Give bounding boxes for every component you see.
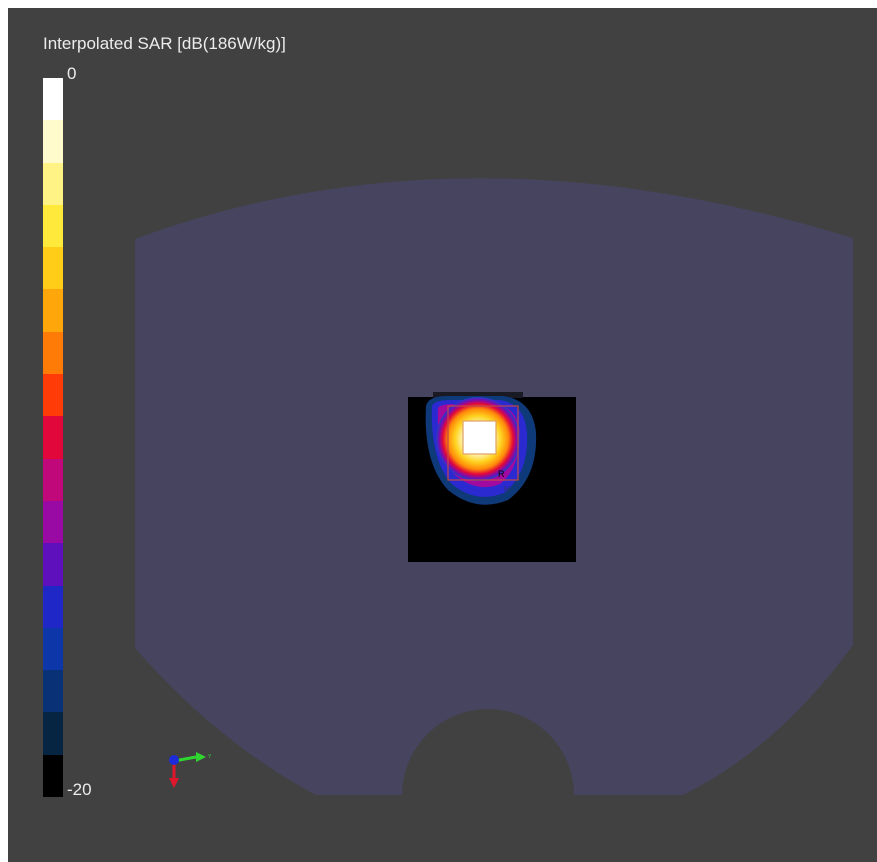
hotspot-label-upper: R [498,469,505,479]
legend-color-step [43,543,63,586]
legend-color-step [43,78,63,121]
hotspot-core [462,420,497,455]
legend-color-step [43,670,63,713]
legend-color-step [43,627,63,671]
legend-color-step [43,247,63,290]
axes-triad-icon[interactable]: Y [164,746,214,796]
hotspot-label-lower: H [504,485,510,494]
legend-color-step [43,162,63,205]
legend-min-label: -20 [67,780,92,799]
legend-colorbar [43,78,63,798]
legend-title: Interpolated SAR [dB(186W/kg)] [43,34,286,53]
legend-color-step [43,289,63,332]
device-outline [447,405,519,481]
legend-color-step [43,204,63,248]
legend-color-step [43,712,63,755]
legend-color-step [43,374,63,417]
legend-color-step [43,458,63,501]
red-axis-arrow [169,778,179,788]
legend-max-label: 0 [67,64,77,83]
blue-axis [169,755,179,765]
legend-color-step [43,416,63,459]
legend-color-step [43,754,63,798]
render-viewport[interactable]: R H Interpolated SAR [dB(186W/kg)] 0 -20… [8,8,877,862]
legend-color-step [43,500,63,544]
source-region-top-edge [433,392,523,398]
legend-color-step [43,331,63,375]
green-axis-arrow [196,752,206,762]
legend-color-step [43,120,63,163]
axis-label: Y [208,754,212,760]
legend-color-step [43,585,63,628]
sar-scene: R H [135,178,853,795]
